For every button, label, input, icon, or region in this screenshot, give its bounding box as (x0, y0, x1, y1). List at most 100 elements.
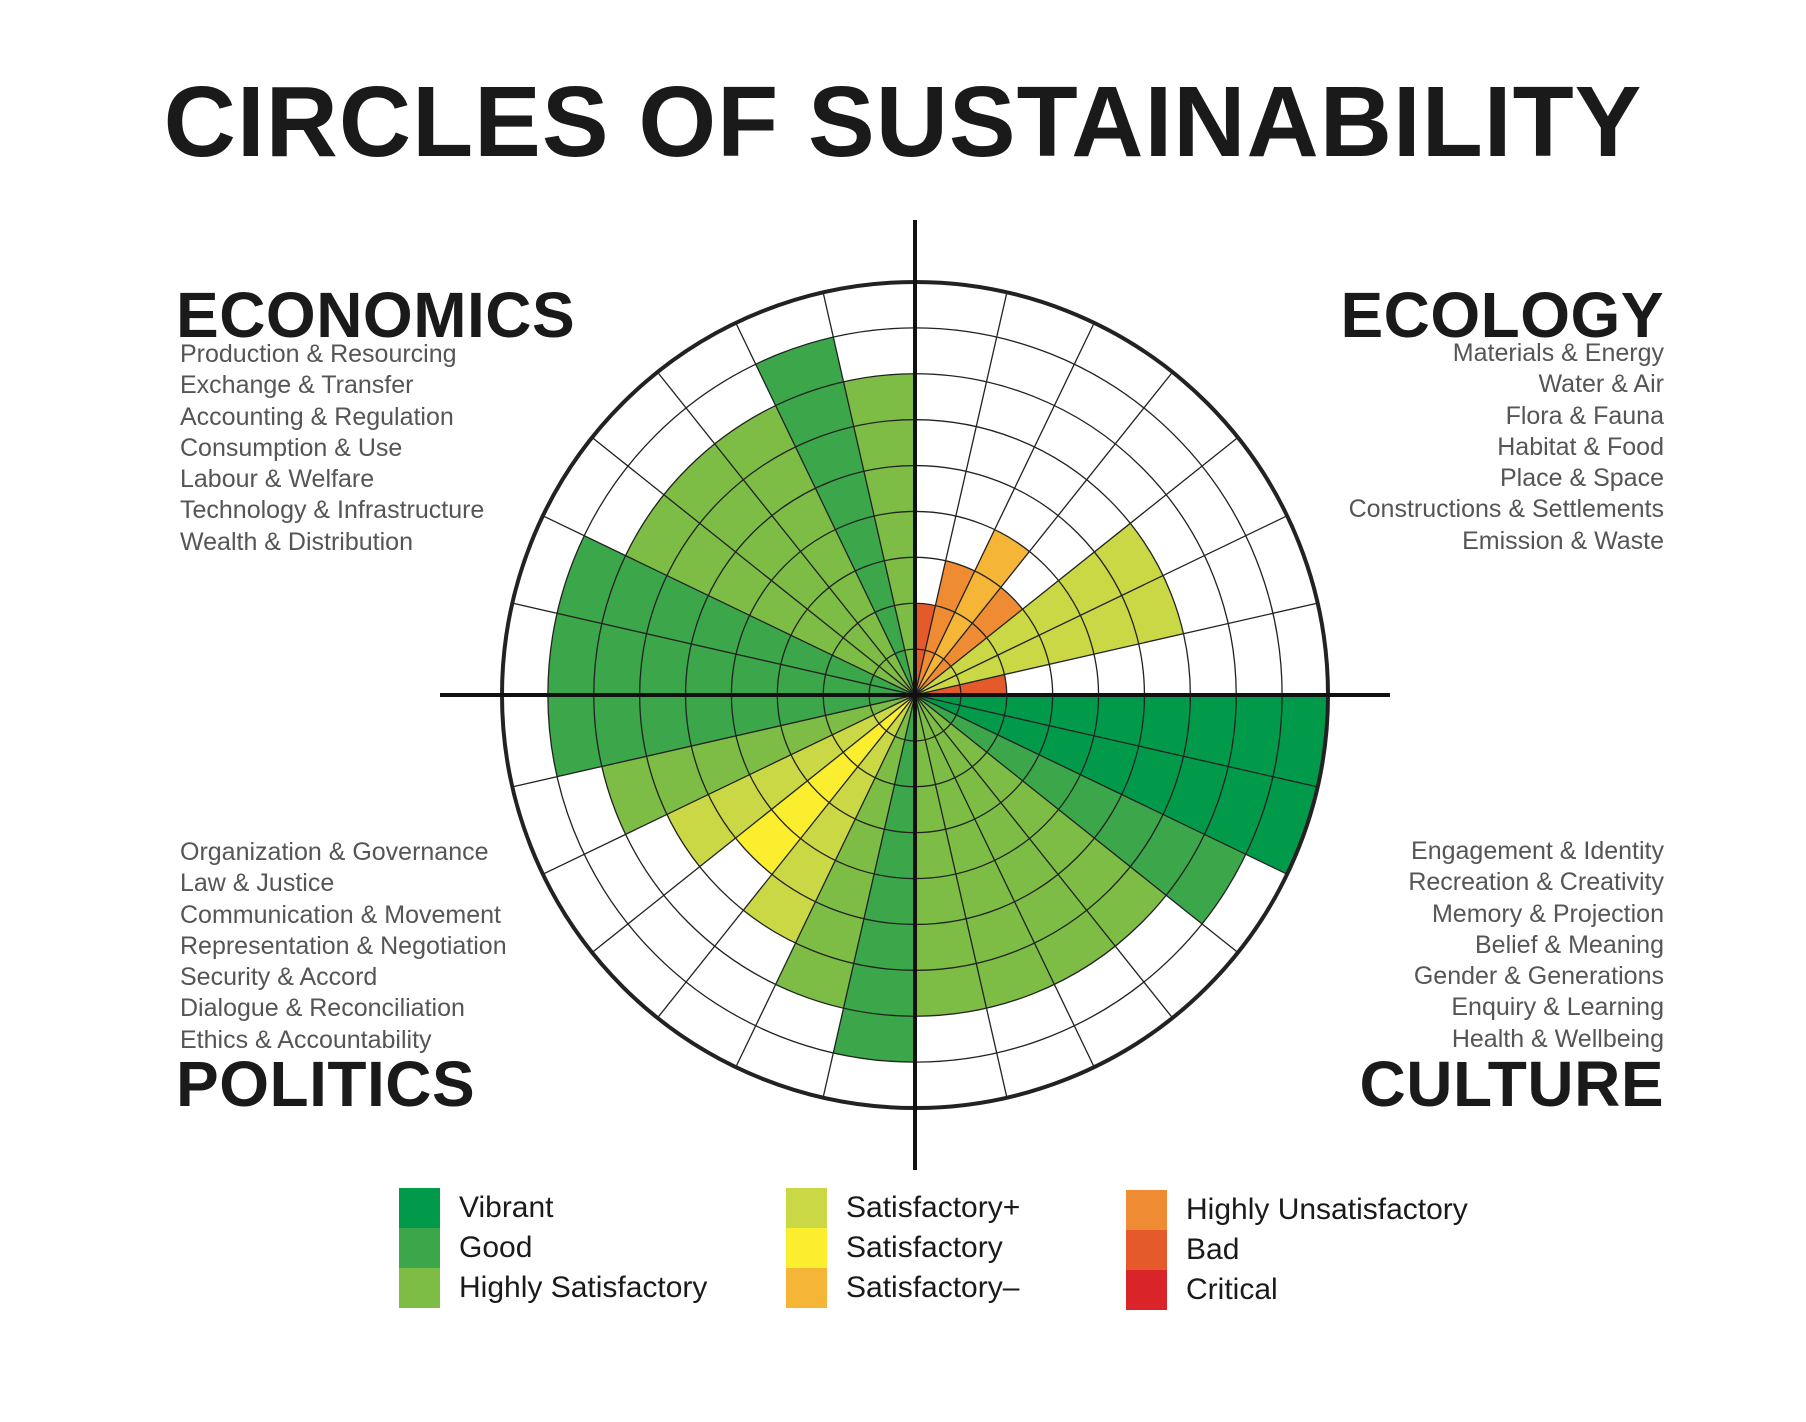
economics-item: Production & Resourcing (180, 340, 457, 368)
spoke-line (656, 694, 916, 1019)
ecology-item: Water & Air (1538, 370, 1665, 399)
legend-swatch (1126, 1230, 1167, 1270)
wedge-ecology-4 (915, 523, 1164, 695)
wedge-culture-4 (915, 695, 1116, 985)
ecology-item: Flora & Fauna (1505, 401, 1664, 430)
page-title: CIRCLES OF SUSTAINABILITY (163, 66, 1643, 178)
legend-swatch (786, 1188, 827, 1228)
spoke-line (656, 371, 916, 696)
wedge-ecology-1 (915, 560, 975, 695)
legend-label: Satisfactory+ (846, 1191, 1021, 1224)
culture-subcategories: Engagement & Identity Recreation & Creat… (1244, 836, 1664, 1055)
economics-item: Exchange & Transfer (180, 371, 414, 400)
culture-item: Engagement & Identity (1411, 837, 1664, 865)
politics-item: Law & Justice (180, 869, 335, 898)
spoke-line (914, 292, 1008, 696)
wedge-economics-3 (663, 443, 915, 695)
spoke-line (512, 694, 916, 788)
wedge-culture-3 (915, 695, 1167, 947)
politics-item: Dialogue & Reconciliation (180, 994, 465, 1023)
culture-title: CULTURE (1359, 1048, 1664, 1120)
politics-item: Ethics & Accountability (180, 1025, 432, 1054)
politics-item: Organization & Governance (180, 838, 489, 866)
ecology-item: Emission & Waste (1462, 526, 1664, 555)
spoke-line (591, 436, 916, 696)
politics-item: Communication & Movement (180, 900, 501, 929)
legend-swatch (1126, 1190, 1167, 1230)
spoke-line (914, 694, 1288, 875)
culture-item: Recreation & Creativity (1408, 868, 1664, 897)
wedge-ecology-3 (915, 587, 1023, 695)
wedge-economics-5 (755, 337, 915, 695)
wedge-politics-4 (666, 695, 915, 867)
politics-item: Representation & Negotiation (180, 931, 507, 960)
legend-label: Good (459, 1231, 533, 1264)
spoke-line (914, 694, 1318, 788)
economics-title: ECONOMICS (176, 279, 576, 351)
legend-label: Satisfactory– (846, 1271, 1020, 1304)
economics-item: Technology & Infrastructure (180, 496, 485, 525)
spoke-line (914, 515, 1288, 696)
spoke-line (914, 436, 1239, 696)
spoke-line (914, 602, 1318, 696)
economics-subcategories: Production & Resourcing Exchange & Trans… (180, 339, 600, 558)
wedge-culture-5 (915, 695, 1055, 1009)
spoke-line (914, 371, 1174, 696)
wedge-politics-1 (775, 695, 915, 1009)
ecology-title: ECOLOGY (1340, 279, 1664, 351)
politics-title: POLITICS (176, 1048, 476, 1120)
wedge-economics-4 (714, 405, 915, 695)
wedge-ecology-2 (915, 529, 1030, 695)
legend-swatch (786, 1228, 827, 1268)
legend-label: Satisfactory (846, 1231, 1003, 1264)
legend-label: Critical (1186, 1273, 1278, 1306)
spoke-line (914, 322, 1095, 696)
spoke-line (822, 694, 916, 1098)
spoke-line (822, 292, 916, 696)
politics-item: Security & Accord (180, 963, 378, 992)
wedge-politics-3 (735, 695, 915, 875)
wedge-economics-2 (625, 494, 915, 695)
wedge-culture-2 (915, 695, 1246, 924)
legend-swatch (1126, 1270, 1167, 1310)
wedge-culture-1 (915, 695, 1318, 875)
culture-item: Enquiry & Learning (1451, 993, 1664, 1022)
wedge-ecology-5 (915, 575, 1184, 695)
legend-swatch (399, 1188, 440, 1228)
legend-label: Bad (1186, 1233, 1240, 1266)
spoke-line (512, 602, 916, 696)
economics-item: Accounting & Regulation (180, 402, 454, 431)
legend-label: Vibrant (459, 1191, 554, 1224)
spoke-line (542, 515, 916, 696)
spoke-line (914, 694, 1095, 1068)
legend-swatch (786, 1268, 827, 1308)
legend-swatch (399, 1228, 440, 1268)
wedge-politics-2 (743, 695, 915, 944)
economics-item: Labour & Welfare (180, 465, 375, 494)
ecology-item: Constructions & Settlements (1348, 495, 1664, 524)
ecology-item: Place & Space (1500, 464, 1664, 493)
spoke-line (914, 694, 1008, 1098)
ecology-subcategories: Materials & Energy Water & Air Flora & F… (1244, 338, 1664, 557)
politics-subcategories: Organization & Governance Law & Justice … (180, 837, 600, 1056)
legend-label: Highly Satisfactory (459, 1271, 708, 1304)
spoke-line (914, 694, 1174, 1019)
spoke-line (914, 694, 1239, 954)
culture-item: Memory & Projection (1431, 899, 1664, 928)
ecology-item: Materials & Energy (1452, 339, 1664, 367)
spoke-line (735, 694, 916, 1068)
spoke-line (542, 694, 916, 875)
spoke-line (735, 322, 916, 696)
legend-label: Highly Unsatisfactory (1186, 1193, 1468, 1226)
wedge-politics-5 (601, 695, 915, 835)
culture-item: Belief & Meaning (1474, 930, 1664, 959)
ecology-item: Habitat & Food (1497, 432, 1664, 461)
economics-item: Wealth & Distribution (180, 527, 413, 556)
wedge-economics-1 (557, 535, 915, 695)
culture-item: Gender & Generations (1413, 962, 1664, 991)
economics-item: Consumption & Use (180, 433, 403, 462)
culture-item: Health & Wellbeing (1451, 1024, 1664, 1053)
spoke-line (591, 694, 916, 954)
legend-swatch (399, 1268, 440, 1308)
